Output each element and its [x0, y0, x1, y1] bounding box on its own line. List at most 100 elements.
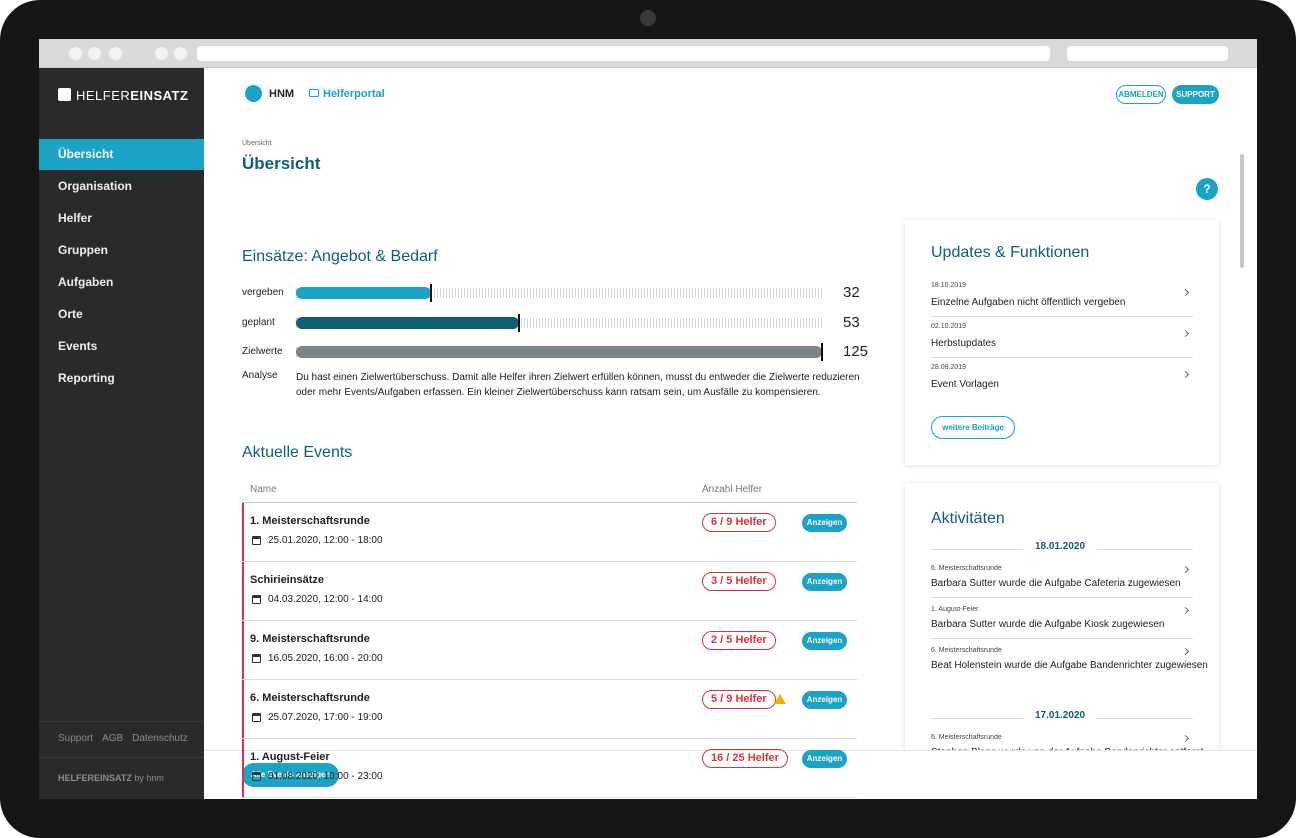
chevron	[1181, 329, 1190, 338]
analysis-label: Analyse	[242, 370, 278, 381]
logout-button[interactable]: ABMELDEN	[1116, 85, 1166, 104]
update-text[interactable]: Event Vorlagen	[931, 379, 999, 390]
column-header: Name	[250, 484, 277, 495]
back-button[interactable]	[155, 47, 168, 60]
calendar-icon	[252, 654, 261, 663]
chevron	[1181, 606, 1190, 615]
event-accent	[242, 562, 244, 620]
divider	[931, 316, 1193, 317]
bar	[296, 287, 431, 299]
event-name[interactable]: 6. Meisterschaftsrunde	[250, 692, 370, 704]
org-icon	[245, 85, 262, 102]
nav-item[interactable]: Aufgaben	[58, 275, 114, 289]
screen: HELFEREINSATZ Support AGB Datenschutz HELF…	[39, 39, 1257, 799]
nav-item[interactable]: Organisation	[58, 179, 133, 193]
nav-item[interactable]: Gruppen	[58, 243, 108, 257]
warning-icon	[774, 694, 786, 704]
window-maximize[interactable]	[109, 47, 122, 60]
nav-item[interactable]: Helfer	[58, 211, 93, 225]
activity-event[interactable]: 6. Meisterschaftsrunde	[931, 565, 1002, 572]
activity-event[interactable]: 6. Meisterschaftsrunde	[931, 647, 1002, 654]
sidebar: HELFEREINSATZ Support AGB Datenschutz HELF…	[39, 68, 204, 799]
calendar-icon	[252, 772, 261, 781]
footer-link[interactable]: AGB	[102, 733, 124, 744]
bar-marker	[518, 313, 521, 332]
activity-date: 18.01.2020	[1023, 541, 1098, 552]
bar-track	[296, 317, 822, 328]
activity-date: 17.01.2020	[1023, 710, 1098, 721]
org-name[interactable]: HNM	[269, 88, 295, 100]
activity-event[interactable]: 1. August-Feier	[931, 606, 979, 613]
logo-light: HELFER	[76, 88, 131, 103]
nav-item[interactable]: Übersicht	[39, 139, 204, 170]
bar-label: geplant	[242, 316, 275, 328]
bar-value: 125	[843, 343, 869, 360]
event-date: 25.01.2020, 12:00 - 18:00	[268, 535, 383, 546]
event-date: 25.07.2020, 17:00 - 19:00	[268, 712, 383, 723]
show-button[interactable]: Anzeigen	[802, 573, 847, 591]
help-button[interactable]: ?	[1196, 178, 1218, 200]
calendar-icon	[252, 713, 261, 722]
bar-value: 53	[843, 313, 860, 331]
nav-item[interactable]: Events	[58, 339, 98, 353]
helper-count: 16 / 25 Helfer	[702, 749, 788, 768]
main: HNM Helferportal ABMELDEN SUPPORT Übersi…	[204, 68, 1257, 799]
helper-count: 6 / 9 Helfer	[702, 513, 776, 532]
browser-toolbar	[39, 39, 1257, 68]
chevron	[1181, 734, 1190, 743]
event-name[interactable]: 1. August-Feier	[250, 751, 330, 763]
card-title: Aktivitäten	[931, 510, 1005, 527]
update-text[interactable]: Einzelne Aufgaben nicht öffentlich verge…	[931, 297, 1126, 308]
footer-links: Support AGB Datenschutz	[58, 733, 197, 744]
show-button[interactable]: Anzeigen	[802, 750, 847, 768]
show-button[interactable]: Anzeigen	[802, 632, 847, 650]
update-text[interactable]: Herbstupdates	[931, 338, 997, 349]
event-name[interactable]: 1. Meisterschaftsrunde	[250, 515, 370, 527]
portal-icon	[309, 89, 319, 97]
activities-card: Aktivitäten 18.01.2020 6. Meisterschaftsru…	[905, 483, 1219, 799]
window-minimize[interactable]	[88, 47, 101, 60]
show-button[interactable]: Anzeigen	[802, 691, 847, 709]
event-date: 04.03.2020, 12:00 - 14:00	[268, 594, 383, 605]
event-name[interactable]: Schirieinsätze	[250, 574, 324, 586]
chevron	[1181, 288, 1190, 297]
address-bar[interactable]	[197, 46, 1050, 61]
divider	[242, 797, 857, 798]
forward-button[interactable]	[174, 47, 187, 60]
event-name[interactable]: 9. Meisterschaftsrunde	[250, 633, 370, 645]
helper-count: 2 / 5 Helfer	[702, 631, 776, 650]
event-accent	[242, 739, 244, 797]
nav-item[interactable]: Orte	[58, 307, 83, 321]
footer-link[interactable]: Datenschutz	[132, 733, 188, 744]
camera	[640, 10, 656, 26]
calendar-icon	[252, 536, 261, 545]
update-date: 02.10.2019	[931, 323, 967, 330]
footer-link[interactable]: Support	[58, 733, 94, 744]
all-events-button[interactable]: Alle Events anzeigen	[242, 763, 339, 787]
scrollbar[interactable]	[1240, 154, 1244, 268]
activity-event[interactable]: 6. Meisterschaftsrunde	[931, 734, 1002, 741]
divider	[242, 561, 857, 562]
nav-item[interactable]: Reporting	[58, 371, 115, 385]
calendar-icon	[252, 595, 261, 604]
activity-text: Barbara Sutter wurde die Aufgabe Cafeter…	[931, 578, 1181, 589]
more-button[interactable]: weitere Beiträge	[931, 416, 1015, 439]
bar	[296, 316, 520, 329]
support-button[interactable]: SUPPORT	[1172, 85, 1219, 104]
section-title: Einsätze: Angebot & Bedarf	[242, 248, 438, 265]
search-bar[interactable]	[1067, 46, 1228, 61]
divider	[39, 757, 204, 758]
bar-track	[296, 288, 822, 298]
card-title: Updates & Funktionen	[931, 244, 1090, 261]
logo-bold: EINSATZ	[130, 88, 189, 103]
update-date: 28.08.2019	[931, 364, 967, 371]
breadcrumb[interactable]: Übersicht	[242, 140, 272, 147]
brand-bold: HELFEREINSATZ	[58, 773, 132, 783]
window-close[interactable]	[69, 47, 82, 60]
logo-icon	[58, 88, 71, 101]
section-title: Aktuelle Events	[242, 444, 353, 461]
show-button[interactable]: Anzeigen	[802, 514, 847, 532]
portal-link[interactable]: Helferportal	[323, 88, 385, 100]
